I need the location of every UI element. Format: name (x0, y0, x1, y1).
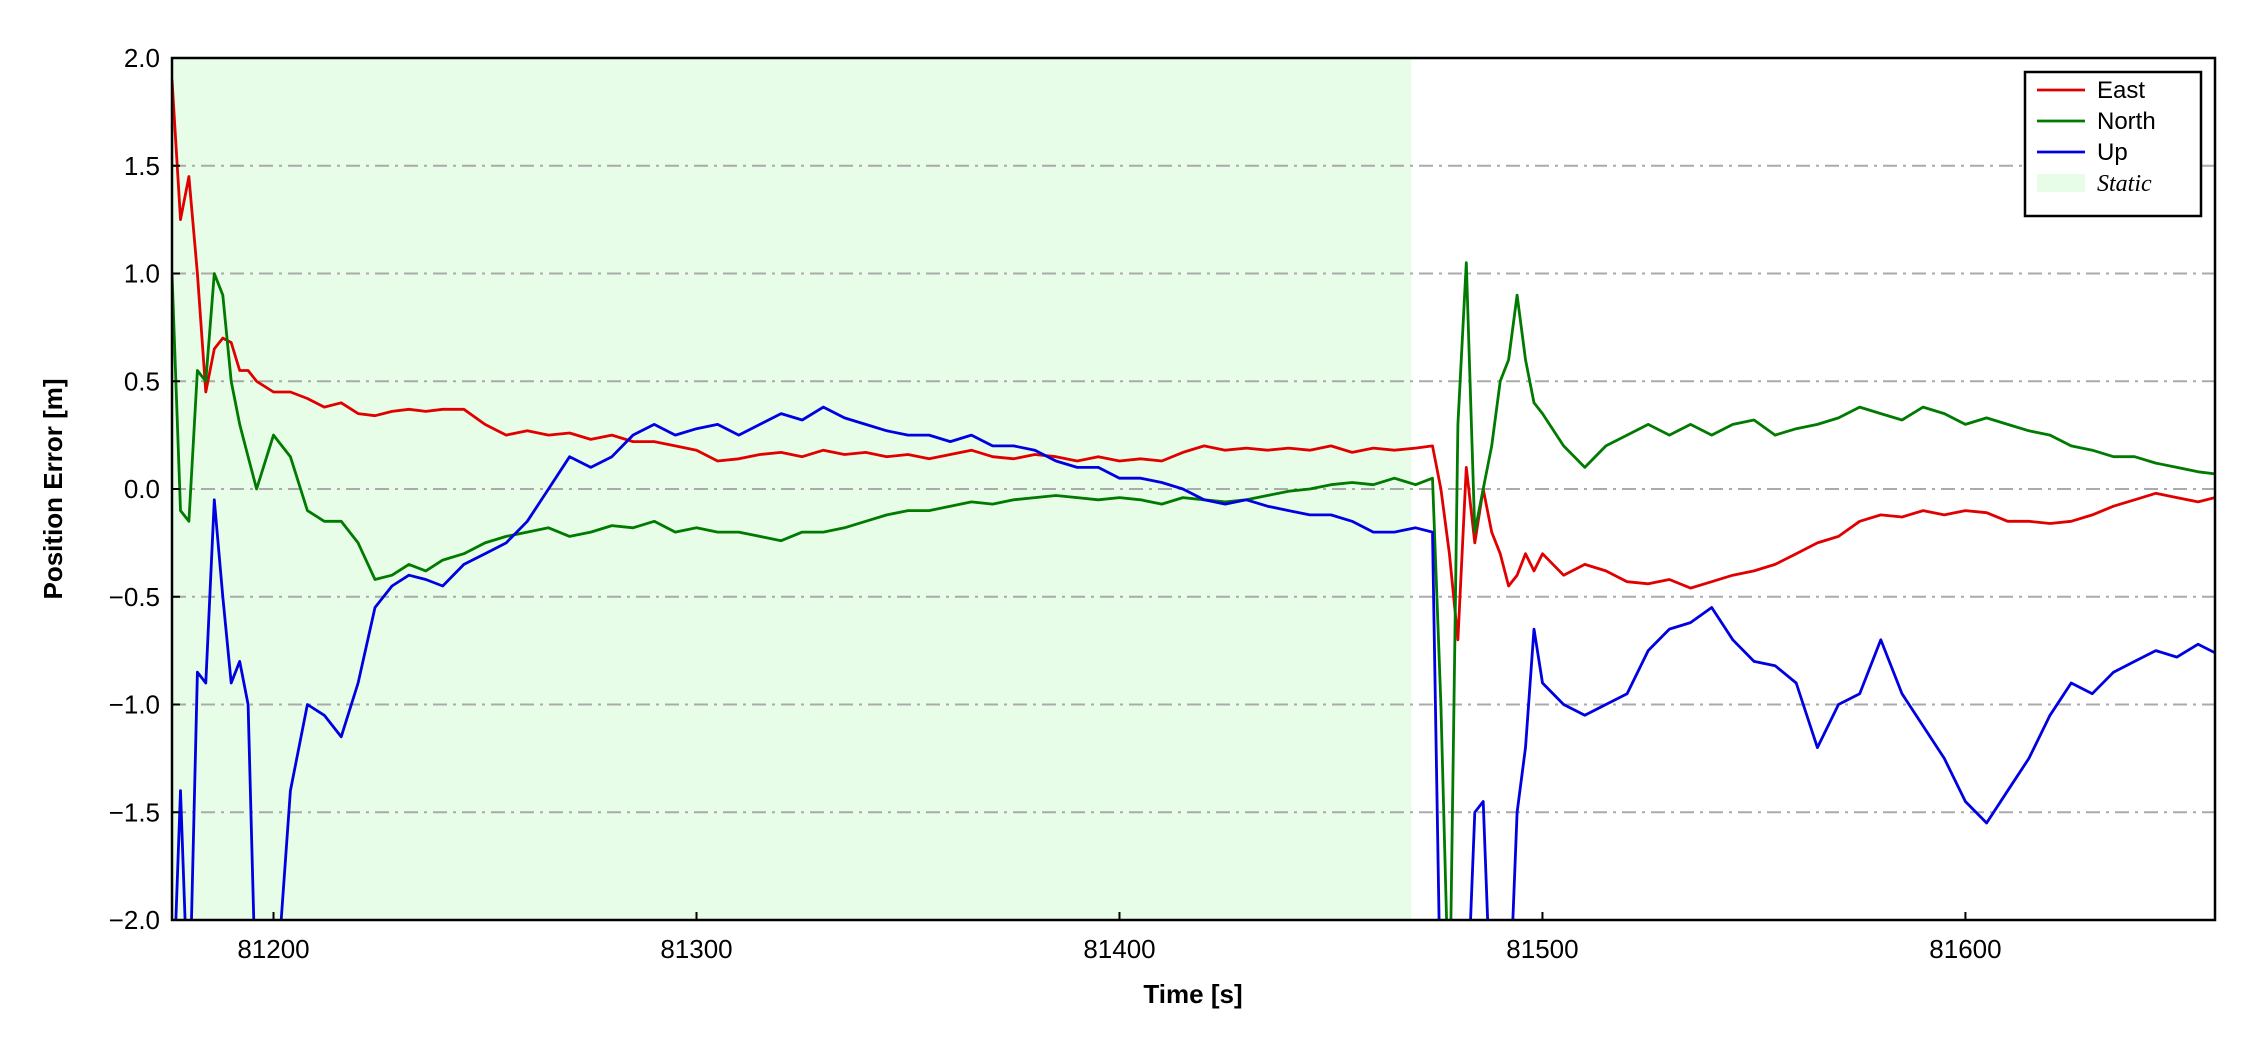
series-line (172, 79, 2215, 642)
y-tick-label: −2.0 (109, 905, 160, 935)
x-tick-label: 81300 (660, 934, 732, 964)
legend-label: Static (2097, 171, 2152, 197)
y-tick-label: 1.5 (124, 151, 160, 181)
y-tick-label: −1.0 (109, 690, 160, 720)
ticks: −2.0 −1.5 −1.0 −0.5 0.0 0.5 1.0 1.5 2.0 81200 8130… (109, 43, 2002, 964)
y-tick-label: −0.5 (109, 582, 160, 612)
legend-swatch (2037, 174, 2085, 192)
legend-label: North (2097, 108, 2156, 135)
y-axis-label: Position Error [m] (38, 378, 68, 599)
y-tick-label: 0.5 (124, 366, 160, 396)
y-tick-label: 2.0 (124, 43, 160, 73)
legend: East North Up Static (2023, 70, 2203, 218)
x-tick-label: 81200 (237, 934, 309, 964)
x-tick-label: 81600 (1929, 934, 2001, 964)
x-tick-label: 81500 (1506, 934, 1578, 964)
series-line (172, 261, 2215, 920)
y-tick-label: 0.0 (124, 474, 160, 504)
grid (172, 164, 2215, 814)
lines (172, 79, 2215, 920)
x-axis-label: Time [s] (1143, 979, 1242, 1009)
y-tick-label: −1.5 (109, 797, 160, 827)
series-line (174, 405, 2215, 920)
legend-label: Up (2097, 139, 2128, 166)
y-tick-label: 1.0 (124, 259, 160, 289)
legend-label: East (2097, 77, 2145, 104)
x-tick-label: 81400 (1083, 934, 1155, 964)
